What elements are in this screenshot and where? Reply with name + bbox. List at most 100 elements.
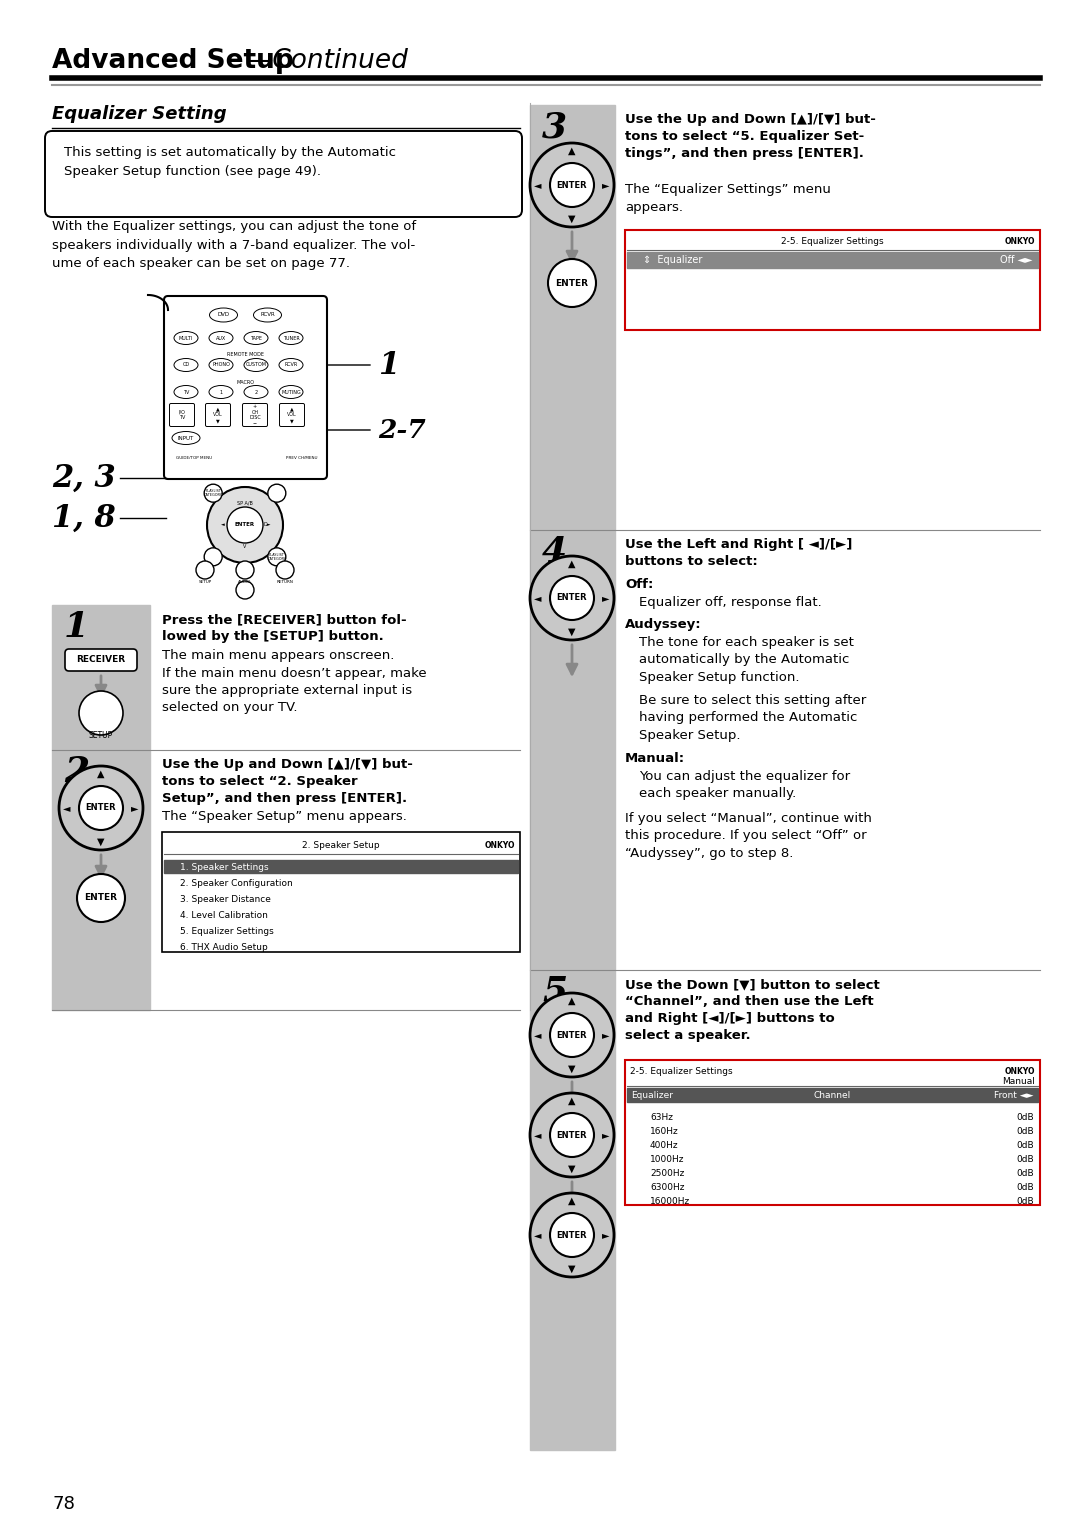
Text: D►: D► [264, 522, 271, 528]
Bar [530, 530, 615, 971]
Text: ▼: ▼ [568, 1064, 576, 1074]
Text: Front ◄►: Front ◄► [995, 1091, 1034, 1100]
Text: I/O
TV: I/O TV [178, 409, 186, 420]
Text: ENTER: ENTER [556, 1131, 588, 1140]
Text: Use the Down [▼] button to select
“Channel”, and then use the Left
and Right [◄]: Use the Down [▼] button to select “Chann… [625, 978, 880, 1042]
FancyBboxPatch shape [280, 403, 305, 426]
Text: RCVR: RCVR [260, 313, 275, 317]
Text: ENTER: ENTER [556, 1030, 588, 1039]
Text: GUIDE/TOP MENU: GUIDE/TOP MENU [176, 456, 212, 459]
Text: ENTER: ENTER [555, 279, 589, 287]
Text: ▼: ▼ [97, 836, 105, 847]
Text: ▼: ▼ [568, 214, 576, 224]
Text: PLAYLIST
CATEGORY: PLAYLIST CATEGORY [204, 488, 222, 497]
Text: Advanced Setup: Advanced Setup [52, 47, 294, 73]
Text: ►: ► [603, 1129, 610, 1140]
Text: 4: 4 [542, 536, 567, 569]
Text: 0dB: 0dB [1016, 1140, 1034, 1149]
Text: 1: 1 [219, 389, 222, 395]
Text: ENTER: ENTER [556, 1230, 588, 1239]
Text: PREV CH/MENU: PREV CH/MENU [286, 456, 318, 459]
Text: REMOTE MODE: REMOTE MODE [227, 353, 264, 357]
Text: The “Speaker Setup” menu appears.: The “Speaker Setup” menu appears. [162, 810, 407, 823]
Text: The tone for each speaker is set
automatically by the Automatic
Speaker Setup fu: The tone for each speaker is set automat… [639, 636, 854, 684]
Circle shape [195, 562, 214, 578]
Text: The “Equalizer Settings” menu
appears.: The “Equalizer Settings” menu appears. [625, 183, 831, 214]
Text: ►: ► [132, 803, 138, 813]
Ellipse shape [174, 331, 198, 345]
Text: ◄: ◄ [535, 1030, 542, 1041]
Text: 4. Level Calibration: 4. Level Calibration [180, 911, 268, 920]
Text: DVD: DVD [217, 313, 230, 317]
Text: ◄: ◄ [535, 180, 542, 191]
Text: CUSTOM: CUSTOM [245, 363, 267, 368]
Text: RECEIVER: RECEIVER [77, 656, 125, 664]
Text: AUDIO: AUDIO [239, 580, 252, 584]
Ellipse shape [210, 331, 233, 345]
Text: 6. THX Audio Setup: 6. THX Audio Setup [180, 943, 268, 952]
Text: ◄: ◄ [535, 594, 542, 603]
Text: Audyssey:: Audyssey: [625, 618, 702, 630]
Text: RCVR: RCVR [284, 363, 298, 368]
Text: SETUP: SETUP [89, 731, 113, 740]
FancyBboxPatch shape [205, 403, 230, 426]
Text: MUTING: MUTING [281, 389, 301, 395]
Text: ▲: ▲ [568, 1096, 576, 1106]
Text: 0dB: 0dB [1016, 1155, 1034, 1163]
Text: ▲: ▲ [568, 996, 576, 1006]
Circle shape [548, 259, 596, 307]
Text: ►: ► [603, 1030, 610, 1041]
Text: MULTI: MULTI [179, 336, 193, 340]
Text: 400Hz: 400Hz [650, 1140, 678, 1149]
Ellipse shape [174, 359, 198, 371]
Text: Off ◄►: Off ◄► [999, 255, 1032, 266]
Text: AUX: AUX [216, 336, 226, 340]
Text: Use the Up and Down [▲]/[▼] but-
tons to select “5. Equalizer Set-
tings”, and t: Use the Up and Down [▲]/[▼] but- tons to… [625, 113, 876, 160]
Bar [625, 1061, 1040, 1206]
Text: ENTER: ENTER [85, 804, 117, 812]
Text: PHONO: PHONO [212, 363, 230, 368]
Text: Channel: Channel [813, 1091, 851, 1100]
Circle shape [204, 548, 222, 566]
Text: ONKYO: ONKYO [1004, 1067, 1035, 1076]
Text: Off:: Off: [625, 578, 653, 591]
Text: Use the Up and Down [▲]/[▼] but-
tons to select “2. Speaker
Setup”, and then pre: Use the Up and Down [▲]/[▼] but- tons to… [162, 758, 413, 806]
Text: 1. Speaker Settings: 1. Speaker Settings [180, 862, 269, 871]
Text: Be sure to select this setting after
having performed the Automatic
Speaker Setu: Be sure to select this setting after hav… [639, 694, 866, 742]
Circle shape [77, 874, 125, 922]
Text: 3: 3 [542, 110, 567, 143]
Text: 5. Equalizer Settings: 5. Equalizer Settings [180, 926, 273, 935]
Text: ►: ► [603, 594, 610, 603]
Text: TAPE: TAPE [249, 336, 262, 340]
Text: 1000Hz: 1000Hz [650, 1155, 685, 1163]
Circle shape [550, 1013, 594, 1058]
Text: 16000Hz: 16000Hz [650, 1196, 690, 1206]
Text: SETUP: SETUP [199, 580, 212, 584]
Text: ENTER: ENTER [235, 522, 255, 528]
Text: ▲: ▲ [568, 1196, 576, 1206]
Text: 2-7: 2-7 [378, 418, 426, 443]
FancyBboxPatch shape [164, 296, 327, 479]
Ellipse shape [210, 359, 233, 371]
Text: 3. Speaker Distance: 3. Speaker Distance [180, 894, 271, 903]
Bar [164, 861, 518, 873]
Circle shape [550, 1112, 594, 1157]
Circle shape [268, 548, 286, 566]
Text: 0dB: 0dB [1016, 1126, 1034, 1135]
Text: 0dB: 0dB [1016, 1183, 1034, 1192]
Circle shape [237, 562, 254, 578]
Text: ▼: ▼ [568, 627, 576, 636]
Text: ENTER: ENTER [556, 180, 588, 189]
Text: 0dB: 0dB [1016, 1169, 1034, 1178]
Bar [627, 1088, 1038, 1102]
Text: ◄: ◄ [535, 1129, 542, 1140]
Circle shape [550, 1213, 594, 1257]
Text: 2, 3: 2, 3 [52, 462, 116, 493]
Ellipse shape [210, 386, 233, 398]
Text: SP A/B: SP A/B [238, 501, 253, 505]
FancyBboxPatch shape [243, 403, 268, 426]
Text: 0dB: 0dB [1016, 1112, 1034, 1122]
Text: +
CH
DISC
−: + CH DISC − [249, 404, 261, 426]
Text: RETURN: RETURN [276, 580, 294, 584]
Circle shape [530, 143, 615, 227]
